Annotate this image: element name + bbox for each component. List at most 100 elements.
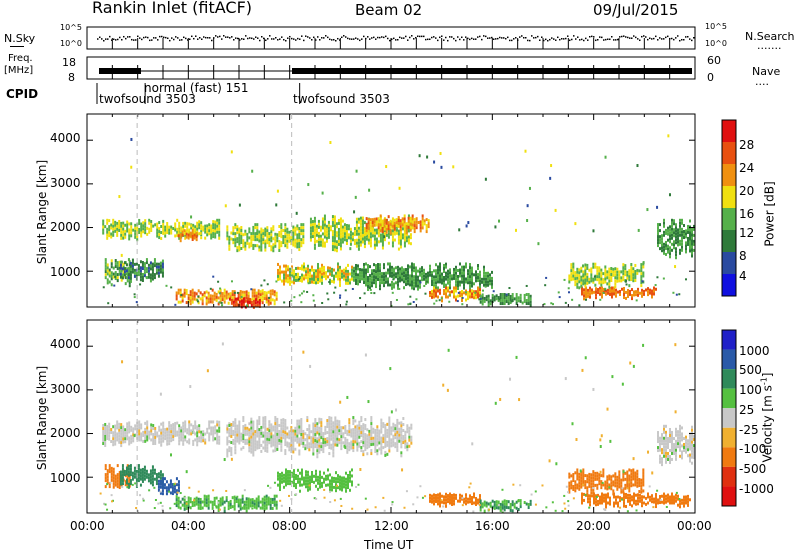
echo-cell xyxy=(373,220,376,224)
echo-cell xyxy=(206,233,209,237)
echo-cell xyxy=(592,280,595,284)
echo-cell xyxy=(335,243,338,247)
echo-cell xyxy=(276,236,279,240)
echo-cell xyxy=(250,438,253,442)
echo-cell xyxy=(576,276,579,280)
echo-cell xyxy=(130,225,133,229)
echo-cell xyxy=(313,225,316,229)
echo-cell xyxy=(110,478,113,482)
nsky-point xyxy=(129,36,131,38)
echo-cell xyxy=(302,435,305,439)
nsky-point xyxy=(239,39,241,41)
echo-cell xyxy=(177,483,180,487)
nsky-point xyxy=(317,36,319,38)
echo-cell xyxy=(596,269,599,273)
echo-cell xyxy=(284,235,287,239)
echo-cell xyxy=(396,442,399,446)
echo-cell xyxy=(328,431,331,435)
echo-cell xyxy=(284,419,287,423)
echo-cell xyxy=(332,427,335,431)
echo-cell xyxy=(335,489,337,493)
echo-cell xyxy=(278,248,281,252)
echo-cell xyxy=(327,474,329,478)
echo-cell xyxy=(347,227,350,231)
echo-cell xyxy=(114,220,117,224)
echo-cell xyxy=(339,296,342,299)
echo-cell xyxy=(198,427,201,431)
echo-cell xyxy=(392,443,395,447)
echo-cell xyxy=(242,239,245,243)
echo-cell xyxy=(643,289,645,293)
echo-cell xyxy=(342,426,345,430)
echo-cell xyxy=(627,493,629,497)
echo-cell xyxy=(443,269,445,273)
echo-cell xyxy=(104,485,107,489)
echo-cell xyxy=(158,233,161,237)
echo-cell xyxy=(120,426,123,430)
echo-cell xyxy=(350,428,353,432)
echo-cell xyxy=(339,484,341,488)
echo-cell xyxy=(196,437,199,441)
echo-cell xyxy=(425,230,428,234)
nsky-point xyxy=(601,36,603,39)
echo-cell xyxy=(270,435,273,439)
echo-cell xyxy=(521,301,524,305)
echo-cell xyxy=(340,429,343,433)
echo-cell xyxy=(321,266,323,270)
echo-cell xyxy=(341,488,343,492)
echo-cell xyxy=(291,280,293,284)
echo-cell xyxy=(397,238,400,242)
echo-cell xyxy=(311,265,313,269)
echo-cell xyxy=(323,271,325,275)
echo-cell xyxy=(252,423,255,427)
echo-cell xyxy=(623,286,625,290)
echo-cell xyxy=(265,291,268,295)
echo-cell xyxy=(614,273,617,277)
echo-cell xyxy=(295,211,298,215)
nsky-point xyxy=(629,37,631,39)
echo-cell xyxy=(296,236,299,240)
echo-region xyxy=(568,262,645,290)
nsky-point xyxy=(179,39,181,41)
echo-cell xyxy=(657,232,659,236)
echo-cell xyxy=(693,224,695,228)
echo-cell xyxy=(667,238,669,242)
echo-cell xyxy=(240,238,243,242)
echo-cell xyxy=(136,226,139,230)
nsky-point xyxy=(633,35,635,37)
echo-cell xyxy=(177,288,180,292)
echo-cell xyxy=(403,277,405,281)
echo-cell xyxy=(212,220,215,224)
echo-cell xyxy=(381,272,383,276)
echo-cell xyxy=(184,221,187,225)
echo-cell xyxy=(210,230,213,234)
echo-cell xyxy=(343,482,345,486)
echo-cell xyxy=(271,298,274,302)
echo-cell xyxy=(364,436,367,440)
echo-cell xyxy=(403,229,406,233)
echo-cell xyxy=(625,492,627,496)
echo-cell xyxy=(307,470,309,474)
echo-cell xyxy=(331,239,334,243)
echo-cell xyxy=(214,235,217,239)
echo-cell xyxy=(133,472,136,476)
echo-cell xyxy=(289,476,291,480)
echo-cell xyxy=(252,426,255,430)
echo-cell xyxy=(143,477,146,481)
echo-cell xyxy=(399,273,401,277)
echo-cell xyxy=(371,221,374,225)
echo-cell xyxy=(461,289,463,293)
echo-cell xyxy=(419,226,422,230)
echo-cell xyxy=(527,302,530,306)
echo-cell xyxy=(596,275,599,279)
nsky-point xyxy=(127,36,129,38)
echo-cell xyxy=(240,432,243,436)
echo-cell xyxy=(317,237,320,241)
echo-cell xyxy=(297,275,299,279)
echo-cell xyxy=(364,418,367,422)
echo-cell xyxy=(206,430,209,434)
nsky-point xyxy=(637,38,639,40)
echo-cell xyxy=(693,242,695,246)
echo-cell xyxy=(300,433,303,437)
echo-cell xyxy=(445,492,447,496)
